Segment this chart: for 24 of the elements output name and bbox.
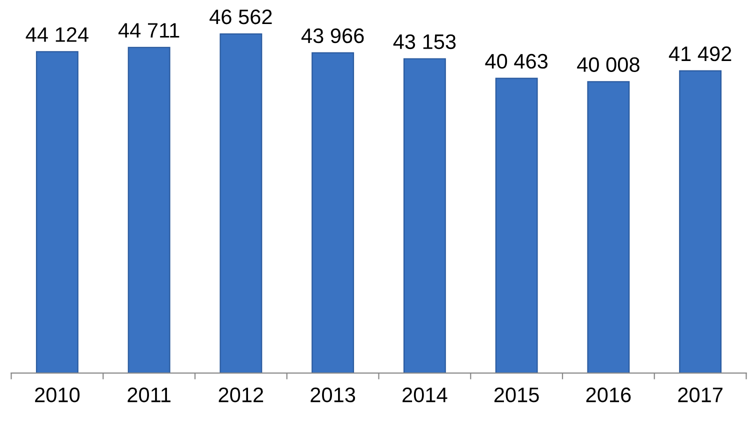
x-tick-label: 2014 bbox=[402, 388, 448, 402]
bar bbox=[587, 81, 630, 374]
bar bbox=[312, 52, 354, 374]
bar bbox=[36, 51, 78, 374]
x-tick-label: 2012 bbox=[218, 388, 264, 402]
x-tick-label: 2013 bbox=[310, 388, 356, 402]
data-label: 43 153 bbox=[393, 34, 456, 50]
x-tick-label: 2015 bbox=[494, 388, 539, 402]
data-label: 46 562 bbox=[210, 9, 272, 24]
x-tick-label: 2017 bbox=[678, 388, 722, 402]
x-tick-label: 2011 bbox=[128, 388, 170, 402]
data-label: 43 966 bbox=[301, 28, 364, 44]
x-tick-label: 2010 bbox=[35, 388, 80, 402]
bar bbox=[220, 33, 262, 374]
data-label: 44 124 bbox=[26, 27, 88, 42]
data-label: 40 008 bbox=[577, 57, 640, 72]
bar bbox=[403, 58, 446, 374]
bar bbox=[679, 70, 722, 374]
data-label: 44 711 bbox=[118, 23, 180, 38]
bar bbox=[128, 46, 170, 374]
bar bbox=[495, 78, 538, 374]
data-label: 41 492 bbox=[668, 46, 732, 62]
data-label: 40 463 bbox=[485, 54, 548, 69]
x-tick-label: 2016 bbox=[586, 388, 631, 402]
